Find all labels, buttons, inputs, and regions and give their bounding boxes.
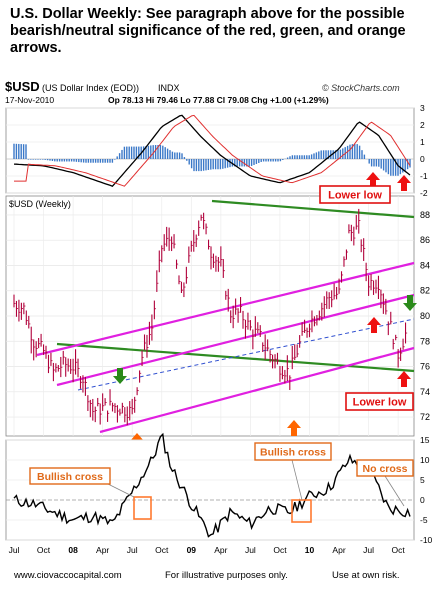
signal-line — [14, 114, 411, 187]
osc-x-tick-label: 09 — [187, 545, 197, 555]
red-up-arrow-2 — [397, 371, 411, 387]
footer-note: For illustrative purposes only. — [165, 570, 288, 581]
osc-x-tick-label: 08 — [68, 545, 78, 555]
channel-midline — [77, 318, 415, 391]
macd-tick-label: -1 — [420, 171, 428, 181]
macd-line — [13, 114, 411, 187]
bullish-cross-1-pointer — [107, 483, 135, 498]
bullish-cross-1-box: Bullish cross — [29, 467, 111, 485]
osc-x-tick-label: Jul — [363, 545, 374, 555]
watermark: © StockCharts.com — [322, 83, 400, 93]
lower-low-bottom-label: Lower low — [353, 397, 407, 409]
macd-tick-label: 3 — [420, 103, 425, 113]
price-tick-label: 78 — [420, 336, 430, 346]
macd-tick-label: 2 — [420, 120, 425, 130]
price-tick-label: 72 — [420, 412, 430, 422]
symbol-name: (US Dollar Index (EOD)) — [42, 83, 139, 93]
headline: U.S. Dollar Weekly: See paragraph above … — [10, 6, 406, 56]
osc-x-tick-label: Jul — [127, 545, 138, 555]
price-tick-label: 76 — [420, 362, 430, 372]
macd-red-arrow-2 — [397, 175, 411, 191]
osc-x-tick-label: Oct — [273, 545, 287, 555]
osc-x-tick-label: Apr — [214, 545, 227, 555]
lower-low-top-box: Lower low — [319, 185, 391, 204]
no-cross-box: No cross — [356, 459, 414, 477]
symbol: $USD — [5, 79, 40, 94]
osc-x-tick-label: Oct — [155, 545, 169, 555]
osc-tick-label: 5 — [420, 475, 425, 485]
osc-x-tick-label: Jul — [245, 545, 256, 555]
macd-tick-label: -2 — [420, 188, 428, 198]
ohlc-label: Op 78.13 Hi 79.46 Lo 77.88 Cl 79.08 Chg … — [108, 95, 329, 105]
lower-low-bottom-box: Lower low — [345, 392, 414, 411]
osc-tick-label: 0 — [420, 495, 425, 505]
bullish-cross-2-pointer — [291, 459, 303, 501]
macd-tick-label: 1 — [420, 137, 425, 147]
price-tick-label: 84 — [420, 260, 430, 270]
no-cross-pointer — [384, 475, 405, 507]
bullish-cross-2-highlight — [291, 499, 312, 523]
osc-x-tick-label: 10 — [305, 545, 315, 555]
macd-red-arrow-1 — [366, 172, 380, 188]
price-tick-label: 74 — [420, 387, 430, 397]
green-down-arrow-1 — [113, 368, 127, 384]
macd-tick-label: 0 — [420, 154, 425, 164]
green-down-arrow-2 — [403, 295, 417, 311]
resistance-trendline — [211, 199, 415, 219]
lower-low-top-label: Lower low — [328, 190, 382, 202]
bullish-cross-1-label: Bullish cross — [37, 471, 103, 483]
orange-up-arrow-2 — [287, 420, 301, 436]
price-tick-label: 82 — [420, 286, 430, 296]
no-cross-label: No cross — [363, 463, 408, 475]
red-up-arrow-1 — [367, 317, 381, 333]
channel-middle-line — [56, 293, 415, 387]
price-panel-label: $USD (Weekly) — [9, 199, 71, 209]
channel-lower-line — [99, 346, 415, 434]
osc-tick-label: 10 — [420, 455, 430, 465]
oscillator-line — [13, 432, 411, 538]
osc-tick-label: -10 — [420, 535, 433, 545]
osc-x-tick-label: Jul — [9, 545, 20, 555]
osc-x-tick-label: Oct — [37, 545, 51, 555]
support-trendline — [56, 342, 415, 373]
osc-tick-label: 15 — [420, 435, 430, 445]
osc-x-tick-label: Apr — [332, 545, 345, 555]
oscillator-panel: 15 10 5 0 -5 -10 Jul Oct 08 Apr Jul Oct 09 Apr Jul Oct… — [5, 432, 433, 555]
price-tick-label: 80 — [420, 311, 430, 321]
osc-x-tick-label: Apr — [96, 545, 109, 555]
price-tick-label: 86 — [420, 235, 430, 245]
exchange: INDX — [158, 83, 180, 93]
osc-x-tick-label: Oct — [392, 545, 406, 555]
footer-risk: Use at own risk. — [332, 570, 400, 581]
bullish-cross-2-label: Bullish cross — [260, 447, 326, 459]
date-label: 17-Nov-2010 — [5, 95, 54, 105]
osc-tick-label: -5 — [420, 515, 428, 525]
footer-site: www.ciovaccocapital.com — [13, 570, 122, 581]
bullish-cross-1-highlight — [133, 496, 152, 520]
price-tick-label: 88 — [420, 210, 430, 220]
macd-panel: 3 2 1 0 -1 -2 — [5, 103, 428, 198]
bullish-cross-2-box: Bullish cross — [254, 442, 332, 461]
channel-upper-line — [36, 261, 415, 357]
